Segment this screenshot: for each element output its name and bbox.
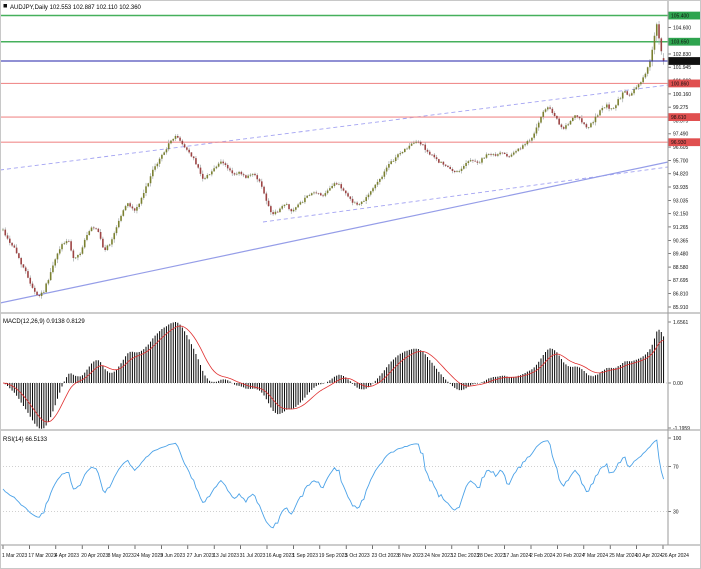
price-tick-label: 104.600 xyxy=(673,25,691,31)
rsi-tick-label: 70 xyxy=(673,465,679,471)
macd-label: MACD(12,26,9) 0.9138 0.8129 xyxy=(3,319,85,325)
level-label-text: 100.860 xyxy=(671,81,689,87)
date-tick-label: 27 Jun 2023 xyxy=(187,553,215,559)
price-tick-label: 85.910 xyxy=(673,305,689,311)
price-tick-label: 101.945 xyxy=(673,65,691,71)
date-tick-label: 7 Mar 2024 xyxy=(583,553,609,559)
date-tick-label: 24 Nov 2023 xyxy=(424,553,453,559)
price-tick-label: 89.480 xyxy=(673,252,689,258)
date-tick-label: 10 Apr 2024 xyxy=(636,553,663,559)
price-tick-label: 94.820 xyxy=(673,172,689,178)
date-tick-label: 9 Jun 2023 xyxy=(160,553,185,559)
level-label-red xyxy=(668,138,701,147)
price-axis[interactable]: 104.600103.715102.830101.945101.060100.1… xyxy=(668,11,701,516)
level-label-text: 96.930 xyxy=(671,140,687,146)
date-tick-label: 31 Jul 2023 xyxy=(240,553,266,559)
price-tick-label: 87.695 xyxy=(673,278,689,284)
level-label-red xyxy=(668,79,701,88)
date-tick-label: 12 Dec 2023 xyxy=(451,553,480,559)
date-tick-label: 1 Sep 2023 xyxy=(292,553,318,559)
level-label-text: 103.650 xyxy=(671,40,689,46)
date-tick-label: 17 Jan 2024 xyxy=(504,553,532,559)
date-tick-label: 26 Apr 2024 xyxy=(662,553,689,559)
level-label-text: 98.610 xyxy=(671,115,687,121)
symbol-icon xyxy=(3,4,7,8)
macd-signal-line xyxy=(2,325,664,423)
rsi-label: RSI(14) 66.5133 xyxy=(3,437,48,443)
price-tick-label: 95.700 xyxy=(673,159,689,165)
price-tick-label: 102.830 xyxy=(673,52,691,58)
main-price-panel[interactable] xyxy=(0,14,669,304)
date-tick-label: 24 May 2023 xyxy=(134,553,163,559)
rsi-tick-label: 30 xyxy=(673,509,679,515)
level-label-red xyxy=(668,113,701,121)
price-tick-label: 86.810 xyxy=(673,291,689,297)
date-tick-label: 4 Apr 2023 xyxy=(55,553,79,559)
date-tick-label: 25 Mar 2024 xyxy=(609,553,637,559)
macd-panel[interactable] xyxy=(0,322,668,429)
level-label-green xyxy=(668,37,701,46)
date-tick-label: 23 Oct 2023 xyxy=(372,553,399,559)
bid-price-label xyxy=(668,57,701,65)
date-tick-label: 17 Mar 2023 xyxy=(28,553,56,559)
candle-wicks xyxy=(2,21,664,299)
date-tick-label: 1 Mar 2023 xyxy=(2,553,28,559)
date-tick-label: 19 Sep 2023 xyxy=(319,553,348,559)
macd-tick-label: 0.00 xyxy=(673,381,683,387)
price-tick-label: 97.490 xyxy=(673,132,689,138)
price-tick-label: 100.160 xyxy=(673,92,691,98)
level-label-text: 102.360 xyxy=(671,59,689,65)
symbol-title: AUDJPY,Daily 102.553 102.887 102.110 102… xyxy=(10,5,142,11)
level-label-green xyxy=(668,11,701,20)
date-tick-label: 2 Feb 2024 xyxy=(530,553,556,559)
price-tick-label: 88.580 xyxy=(673,265,689,271)
macd-tick-label: -1.1959 xyxy=(673,426,690,432)
price-tick-label: 99.275 xyxy=(673,105,689,111)
level-label-text: 105.400 xyxy=(671,14,689,20)
price-tick-label: 92.150 xyxy=(673,212,689,218)
date-tick-label: 16 Aug 2023 xyxy=(266,553,294,559)
date-tick-label: 5 Oct 2023 xyxy=(345,553,370,559)
macd-tick-label: 1.6561 xyxy=(673,320,689,326)
date-tick-label: 13 Jul 2023 xyxy=(213,553,239,559)
trendline-solid-2[interactable] xyxy=(0,161,669,304)
date-tick-label: 8 Nov 2023 xyxy=(398,553,424,559)
price-tick-label: 91.265 xyxy=(673,225,689,231)
date-tick-label: 8 May 2023 xyxy=(108,553,134,559)
rsi-line xyxy=(2,439,665,529)
price-tick-label: 98.375 xyxy=(673,119,689,125)
rsi-panel[interactable] xyxy=(0,439,668,529)
price-tick-label: 93.035 xyxy=(673,198,689,204)
date-tick-label: 20 Apr 2023 xyxy=(81,553,108,559)
macd-histogram xyxy=(4,322,665,429)
price-tick-label: 90.365 xyxy=(673,238,689,244)
date-tick-label: 28 Dec 2023 xyxy=(477,553,506,559)
down-candles xyxy=(4,24,665,296)
rsi-tick-label: 100 xyxy=(673,436,682,442)
up-candles xyxy=(2,24,658,296)
trendline-dashed-0[interactable] xyxy=(0,84,669,171)
trendline-dashed-1[interactable] xyxy=(262,166,669,223)
price-tick-label: 93.935 xyxy=(673,185,689,191)
price-tick-label: 96.605 xyxy=(673,145,689,151)
date-tick-label: 20 Feb 2024 xyxy=(556,553,584,559)
